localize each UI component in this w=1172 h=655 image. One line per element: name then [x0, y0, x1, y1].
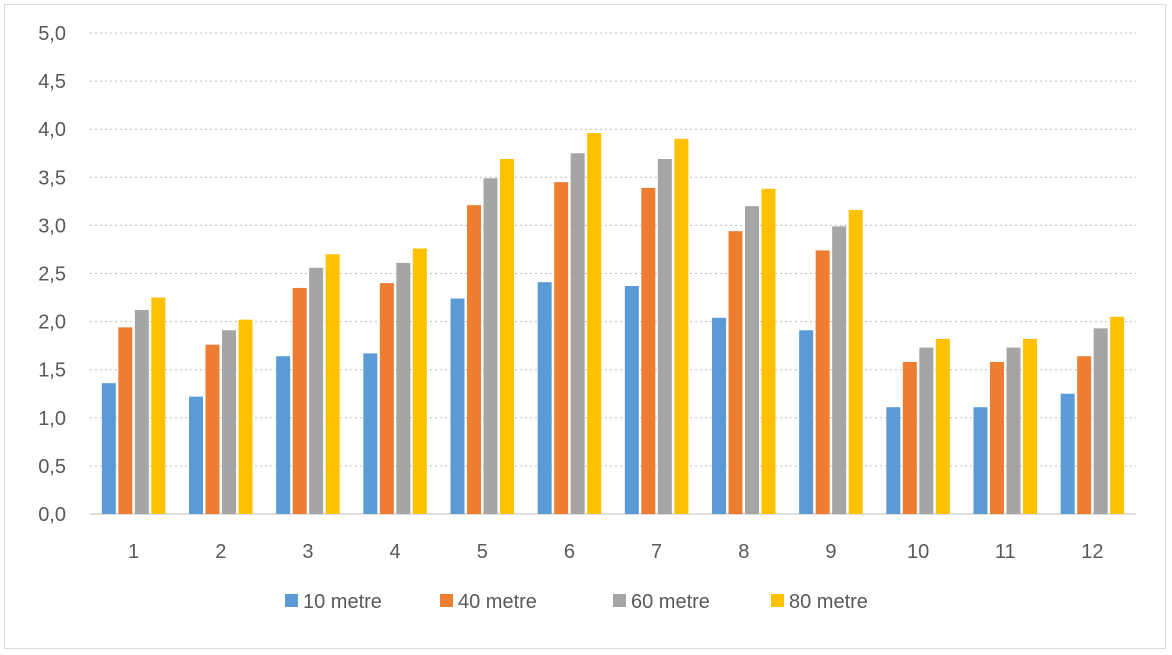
bar: [379, 283, 394, 514]
bar: [537, 282, 552, 514]
bar: [624, 286, 639, 514]
x-tick-label: 1: [128, 541, 139, 563]
bar: [412, 248, 427, 514]
legend-label: 60 metre: [631, 591, 710, 613]
bar: [396, 262, 411, 514]
legend-label: 80 metre: [789, 591, 868, 613]
x-tick-label: 10: [907, 541, 929, 563]
x-tick-label: 11: [995, 541, 1016, 563]
y-tick-label: 2,5: [38, 264, 66, 286]
gridlines: [90, 32, 1136, 515]
x-tick-label: 2: [215, 541, 226, 563]
bar: [222, 330, 236, 514]
x-tick-label: 4: [390, 541, 401, 563]
bar: [118, 327, 133, 514]
x-axis-ticks: 1 2 3 4 5 6 7 8 9 10 11 12: [128, 541, 1104, 563]
x-tick-label: 7: [651, 541, 662, 563]
bar: [292, 287, 307, 514]
bar: [1093, 328, 1108, 514]
bar: [1006, 347, 1021, 514]
bar: [101, 383, 116, 514]
y-tick-label: 4,5: [38, 71, 66, 93]
bar: [309, 267, 324, 514]
bar: [276, 356, 291, 514]
x-tick-label: 12: [1081, 541, 1103, 563]
bar: [554, 182, 569, 515]
y-axis-ticks: 0,0 0,5 1,0 1,5 2,0 2,5 3,0 3,5 4,0 4,5 5,0: [38, 23, 66, 526]
bar: [657, 159, 672, 514]
bar: [674, 138, 689, 514]
bar: [973, 407, 988, 514]
bar: [1023, 338, 1037, 514]
bar: [919, 347, 934, 514]
bar: [990, 362, 1004, 514]
bar: [935, 338, 950, 514]
bar: [799, 330, 814, 514]
x-tick-label: 3: [302, 541, 313, 563]
bar: [587, 133, 602, 514]
bar: [483, 178, 498, 514]
y-tick-label: 5,0: [38, 23, 66, 45]
y-tick-label: 3,0: [38, 215, 66, 237]
bar: [363, 353, 378, 514]
bar: [886, 407, 901, 514]
x-tick-label: 8: [738, 541, 749, 563]
bar: [902, 362, 917, 514]
bar: [832, 226, 847, 514]
y-tick-label: 4,0: [38, 119, 66, 141]
y-tick-label: 0,5: [38, 456, 66, 478]
legend-label: 40 metre: [458, 591, 537, 613]
bar: [1077, 356, 1092, 514]
legend-swatch: [440, 594, 453, 607]
bar: [134, 310, 149, 514]
bar: [815, 250, 830, 515]
legend-swatch: [285, 594, 298, 607]
bar: [151, 297, 166, 514]
bar: [1110, 316, 1125, 514]
bar: [467, 205, 481, 514]
bar: [848, 210, 863, 514]
bar: [712, 317, 726, 514]
legend-swatch: [613, 594, 626, 607]
bar: [189, 396, 203, 514]
bar: [570, 153, 585, 514]
y-tick-label: 3,5: [38, 167, 66, 189]
bar: [728, 231, 743, 514]
x-tick-label: 6: [564, 541, 575, 563]
legend: 10 metre 40 metre 60 metre 80 metre: [285, 591, 868, 613]
bar: [450, 298, 465, 514]
bar: [238, 319, 253, 514]
y-tick-label: 1,0: [38, 408, 66, 430]
bar: [641, 187, 656, 514]
legend-swatch: [771, 594, 784, 607]
bar: [205, 344, 220, 514]
bar: [325, 254, 340, 514]
bar: [500, 159, 514, 514]
bar: [761, 188, 776, 514]
bar: [1060, 393, 1075, 514]
chart-frame: [4, 4, 1166, 649]
y-tick-label: 0,0: [38, 504, 66, 526]
y-tick-label: 2,0: [38, 312, 66, 334]
bars: [101, 133, 1125, 515]
x-tick-label: 5: [477, 541, 488, 563]
legend-label: 10 metre: [303, 591, 382, 613]
x-tick-label: 9: [825, 541, 836, 563]
y-tick-label: 1,5: [38, 360, 66, 382]
bar: [745, 206, 759, 514]
